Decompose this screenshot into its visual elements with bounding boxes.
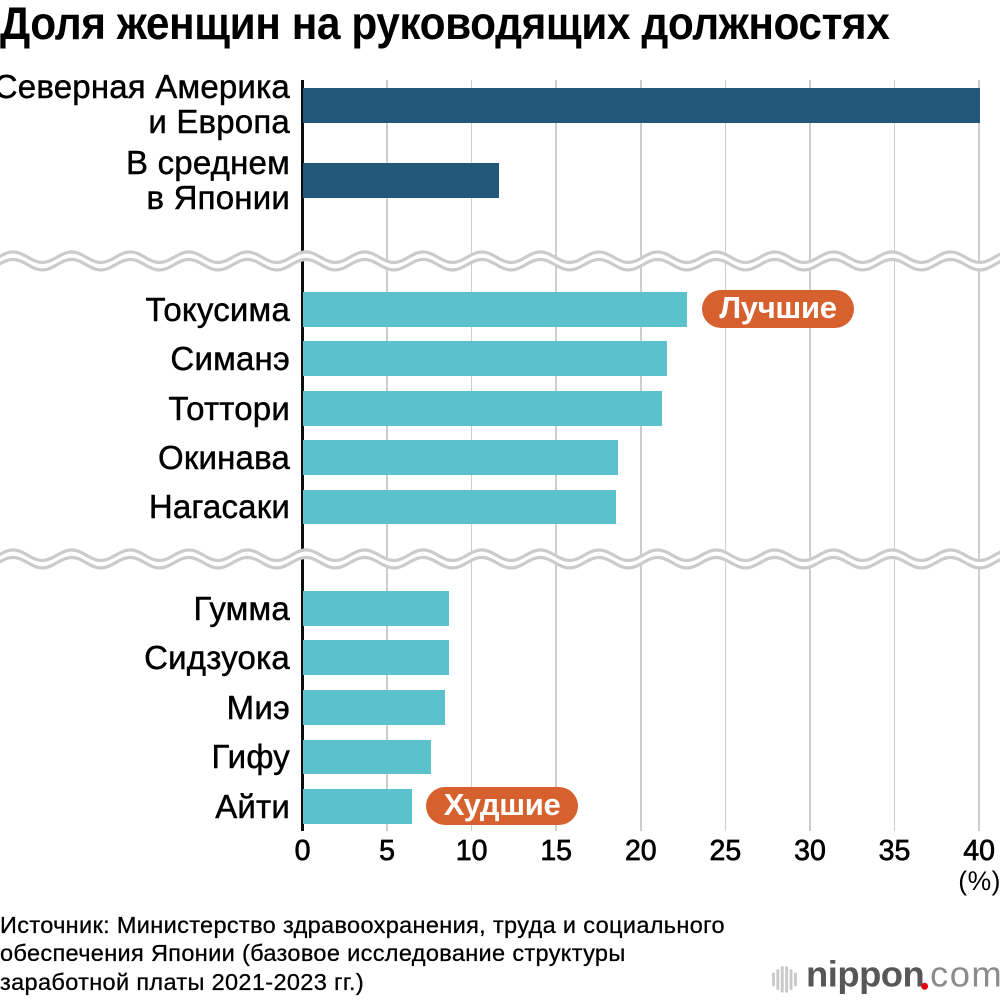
svg-text:com: com <box>930 953 1000 994</box>
svg-text:nippon: nippon <box>806 953 924 994</box>
